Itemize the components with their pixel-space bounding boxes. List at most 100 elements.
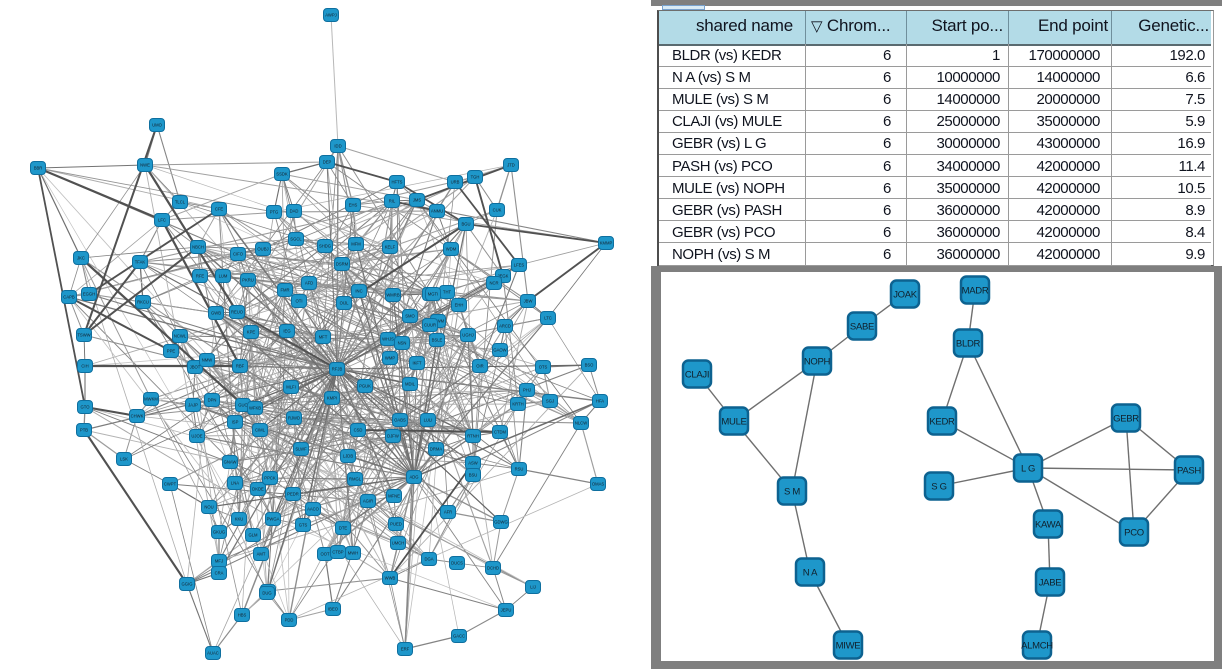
svg-text:HFTS: HFTS: [392, 180, 403, 185]
svg-text:BSU: BSU: [469, 473, 478, 478]
svg-text:WMRB: WMRB: [386, 293, 399, 298]
svg-text:OIR: OIR: [476, 364, 483, 369]
svg-text:MGTI: MGTI: [428, 292, 438, 297]
svg-text:RIL: RIL: [389, 199, 396, 204]
svg-text:AMT: AMT: [257, 552, 266, 557]
svg-text:SABE: SABE: [850, 322, 874, 333]
svg-text:JEWM: JEWM: [432, 319, 445, 324]
svg-text:PPCK: PPCK: [264, 476, 276, 481]
svg-text:SSDK: SSDK: [276, 172, 288, 177]
svg-text:CUK: CUK: [493, 208, 502, 213]
svg-text:CHWK: CHWK: [131, 414, 144, 419]
svg-text:MFM: MFM: [351, 242, 361, 247]
svg-text:JBOT: JBOT: [190, 365, 201, 370]
svg-text:PTG: PTG: [270, 210, 279, 215]
svg-text:WWB: WWB: [385, 576, 396, 581]
svg-text:KPE: KPE: [247, 330, 256, 335]
svg-text:KMPI: KMPI: [327, 396, 337, 401]
svg-text:GAOW: GAOW: [493, 348, 506, 353]
svg-text:LJDB: LJDB: [343, 454, 353, 459]
svg-text:BSLE: BSLE: [432, 338, 443, 343]
svg-text:CRA: CRA: [215, 571, 224, 576]
svg-text:NOU: NOU: [204, 505, 213, 510]
svg-text:ADG: ADG: [409, 475, 418, 480]
svg-text:KKU: KKU: [235, 517, 244, 522]
svg-text:PCO: PCO: [1124, 528, 1144, 539]
svg-text:IBEO: IBEO: [328, 607, 339, 612]
svg-text:NOPH: NOPH: [804, 357, 831, 368]
svg-text:JOAK: JOAK: [893, 290, 918, 301]
svg-text:LFC: LFC: [158, 218, 166, 223]
svg-text:GLM: GLM: [248, 533, 258, 538]
svg-text:MWH: MWH: [348, 551, 358, 556]
svg-text:HBS: HBS: [238, 613, 247, 618]
svg-text:KEDR: KEDR: [929, 417, 955, 428]
svg-text:NMW: NMW: [202, 358, 213, 363]
svg-text:GDWG: GDWG: [494, 520, 508, 525]
svg-text:LUM: LUM: [219, 274, 228, 279]
svg-text:TLCL: TLCL: [175, 200, 186, 205]
svg-text:GACC: GACC: [453, 634, 465, 639]
svg-text:KMMP: KMMP: [600, 241, 613, 246]
svg-text:JABE: JABE: [1039, 578, 1062, 589]
svg-text:DGA: DGA: [424, 557, 433, 562]
svg-text:THT: THT: [443, 290, 452, 295]
svg-text:INC: INC: [355, 289, 362, 294]
svg-text:RFE: RFE: [196, 274, 205, 279]
svg-text:UGHJ: UGHJ: [462, 333, 473, 338]
svg-text:JBW: JBW: [524, 299, 533, 304]
svg-text:DSRM: DSRM: [336, 262, 349, 267]
svg-text:DRMA: DRMA: [430, 447, 443, 452]
svg-text:RFJB: RFJB: [332, 367, 343, 372]
svg-text:SGCL: SGCL: [290, 237, 302, 242]
svg-text:AFD: AFD: [305, 281, 313, 286]
svg-text:NWE: NWE: [140, 163, 150, 168]
svg-text:ISP: ISP: [232, 420, 239, 425]
svg-text:RBF: RBF: [236, 364, 245, 369]
svg-text:LULI: LULI: [424, 418, 433, 423]
svg-text:GTS: GTS: [299, 523, 308, 528]
svg-text:GUO: GUO: [238, 403, 248, 408]
svg-text:OTS: OTS: [539, 365, 548, 370]
svg-text:TGH: TGH: [471, 175, 480, 180]
svg-text:BLDR: BLDR: [956, 339, 981, 350]
svg-text:PTB: PTB: [80, 428, 88, 433]
svg-text:GNAW: GNAW: [224, 460, 237, 465]
svg-text:MULE: MULE: [721, 417, 746, 428]
svg-text:DTE: DTE: [339, 526, 348, 531]
svg-text:RMGL: RMGL: [349, 477, 362, 482]
svg-text:CIFO: CIFO: [233, 252, 244, 257]
svg-text:N A: N A: [803, 568, 818, 579]
svg-text:PPE: PPE: [167, 349, 176, 354]
svg-text:NSN: NSN: [398, 341, 407, 346]
svg-text:CTDM: CTDM: [494, 430, 507, 435]
svg-text:MWKM: MWKM: [144, 397, 158, 402]
svg-text:CIH: CIH: [81, 364, 88, 369]
svg-text:JEPU: JEPU: [501, 608, 512, 613]
svg-text:MFJ: MFJ: [215, 559, 223, 564]
svg-text:OUBJ: OUBJ: [257, 247, 268, 252]
svg-text:RSU: RSU: [515, 467, 524, 472]
svg-text:PDD: PDD: [285, 618, 294, 623]
svg-text:UJOE: UJOE: [191, 434, 202, 439]
svg-text:NBCH: NBCH: [192, 245, 204, 250]
svg-text:ASW: ASW: [468, 461, 478, 466]
svg-text:MDIL: MDIL: [405, 382, 416, 387]
svg-text:URB: URB: [451, 180, 460, 185]
svg-text:OTI: OTI: [296, 299, 303, 304]
svg-text:S G: S G: [931, 482, 946, 493]
svg-text:EGGH: EGGH: [83, 292, 95, 297]
svg-text:PKRU: PKRU: [242, 278, 254, 283]
svg-text:JKC: JKC: [77, 256, 85, 261]
svg-text:CFE: CFE: [215, 207, 224, 212]
svg-text:PASH: PASH: [1177, 466, 1201, 477]
svg-text:NCR: NCR: [489, 281, 498, 286]
svg-text:LTC: LTC: [544, 316, 552, 321]
svg-text:WDM: WDM: [446, 247, 457, 252]
svg-text:WMP: WMP: [385, 356, 395, 361]
svg-text:RKCU: RKCU: [137, 300, 149, 305]
svg-text:JMS: JMS: [413, 198, 422, 203]
svg-text:SMO: SMO: [405, 314, 415, 319]
svg-text:JEGK: JEGK: [498, 274, 509, 279]
svg-text:ARCD: ARCD: [499, 324, 511, 329]
